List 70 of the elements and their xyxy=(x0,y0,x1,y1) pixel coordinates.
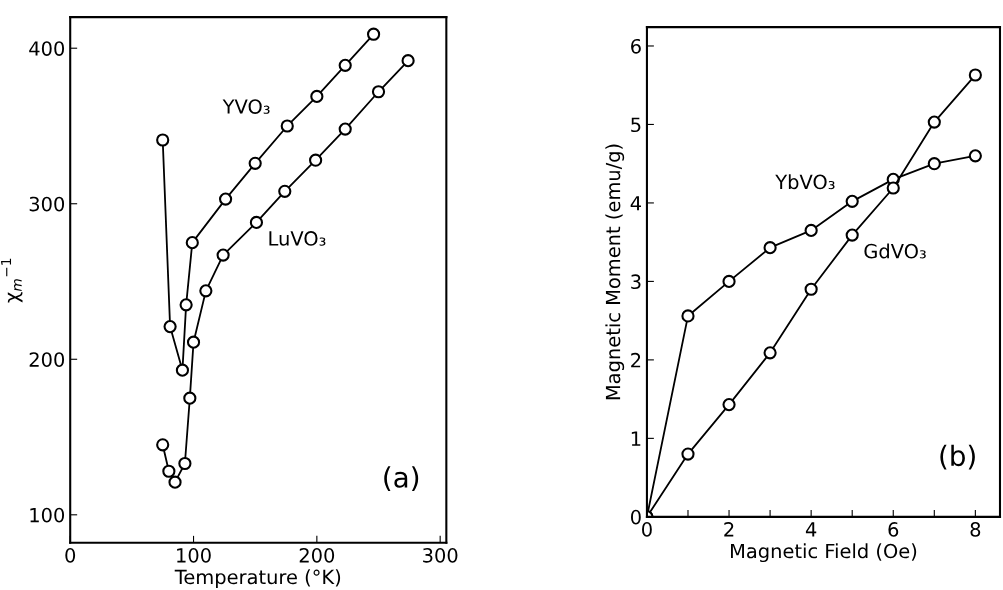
y-tick-label: 2 xyxy=(631,352,641,368)
point xyxy=(968,68,982,82)
point xyxy=(162,464,176,478)
y-tick-label: 100 xyxy=(30,507,65,523)
y-tick-label: 3 xyxy=(631,274,641,290)
point xyxy=(763,346,777,360)
point xyxy=(401,54,415,68)
point xyxy=(927,115,941,129)
x-tick-label: 2 xyxy=(724,522,734,537)
point xyxy=(366,27,381,41)
point xyxy=(175,363,190,377)
point xyxy=(722,274,736,288)
point xyxy=(309,153,323,167)
series-label: GdVO₃ xyxy=(864,243,926,259)
x-tick-label: 0 xyxy=(642,522,652,537)
y-tick-label: 1 xyxy=(631,431,641,446)
y-tick-label: 6 xyxy=(631,38,641,54)
point xyxy=(179,298,193,312)
annotation: (b) xyxy=(940,444,975,470)
y-tick-label: 200 xyxy=(29,352,65,367)
point xyxy=(156,133,170,147)
y-axis-title: χ$_{m}$$^{−1}$ xyxy=(1,258,23,303)
point xyxy=(310,89,324,104)
point xyxy=(219,192,233,206)
point xyxy=(178,456,192,471)
point xyxy=(681,309,695,323)
point xyxy=(216,248,230,262)
y-tick-label: 300 xyxy=(29,196,65,212)
point xyxy=(968,149,982,163)
point xyxy=(804,223,818,237)
series-label: LuVO₃ xyxy=(269,231,326,246)
point xyxy=(722,398,736,412)
y-tick-label: 5 xyxy=(631,117,641,133)
point xyxy=(371,85,386,99)
point xyxy=(886,181,900,195)
point xyxy=(163,320,177,334)
x-tick-label: 8 xyxy=(970,522,981,537)
point xyxy=(338,58,352,72)
point xyxy=(845,194,859,208)
y-tick-label: 0 xyxy=(630,509,641,525)
y-tick-label: 400 xyxy=(29,41,65,56)
series-label: YVO₃ xyxy=(222,99,270,114)
x-tick-label: 100 xyxy=(177,548,211,563)
point xyxy=(168,475,182,489)
point xyxy=(280,119,294,133)
point xyxy=(248,156,262,170)
point xyxy=(183,391,197,405)
point xyxy=(156,438,170,452)
x-axis-title: Temperature (°K) xyxy=(174,569,341,589)
point xyxy=(927,157,941,171)
point xyxy=(185,236,199,250)
point xyxy=(249,215,264,230)
point xyxy=(804,282,818,296)
annotation: (a) xyxy=(384,466,419,492)
x-tick-label: 6 xyxy=(888,522,899,537)
point xyxy=(278,184,292,198)
y-tick-label: 4 xyxy=(630,196,641,211)
point xyxy=(338,122,352,136)
point xyxy=(681,447,695,461)
point xyxy=(845,228,859,242)
x-tick-label: 200 xyxy=(299,548,335,563)
x-tick-label: 0 xyxy=(65,548,76,563)
x-tick-label: 4 xyxy=(805,522,817,537)
point xyxy=(763,241,777,255)
point xyxy=(199,284,213,298)
y-axis-title: Magnetic Moment (emu/g) xyxy=(605,144,625,400)
x-axis-title: Magnetic Field (Oe) xyxy=(731,543,917,563)
point xyxy=(186,335,201,349)
x-tick-label: 300 xyxy=(423,548,458,563)
series-label: YbVO₃ xyxy=(775,174,835,190)
